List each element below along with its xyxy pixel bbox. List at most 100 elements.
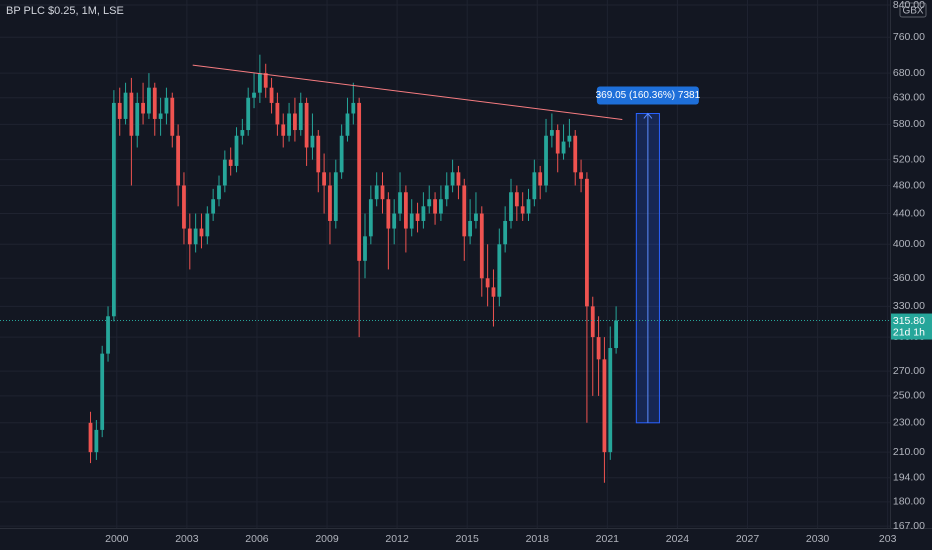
y-tick-label: 270.00 [893,365,925,377]
x-tick-label: 2021 [596,533,620,545]
candle-body [409,213,414,229]
measure-label-box [596,86,699,105]
measure-arrow [643,112,653,423]
candle-body [561,141,566,154]
x-tick-label: 2003 [175,533,199,545]
candle-body [450,172,455,186]
x-tick-label: 2012 [385,533,409,545]
candle-body [123,92,128,119]
x-tick-label: 2027 [736,533,760,545]
candle-body [176,135,181,186]
candle-body [497,244,502,297]
candle-body [333,172,338,221]
candle-body [491,287,496,297]
candle-body [170,97,175,136]
y-tick-label: 250.00 [893,390,925,402]
candle-body [345,113,350,136]
currency-label[interactable]: GBX [902,6,923,17]
y-tick-label: 520.00 [893,153,925,165]
currency-box[interactable] [899,2,927,18]
candle-body [392,213,397,229]
y-tick-label: 840.00 [893,0,925,11]
candle-body [456,172,461,186]
candle-body [228,159,233,166]
x-tick-label: 2018 [526,533,550,545]
candle-body [106,316,110,354]
candle-body [368,199,373,237]
candle-body [403,192,408,229]
candle-body [147,87,151,114]
last-price-box [891,313,932,340]
candle-body [287,113,291,136]
candle-body [544,135,548,186]
candle-body [246,97,251,131]
candle-body [269,87,274,103]
candle-body [222,159,227,186]
candle-body [263,73,268,88]
y-tick-label: 440.00 [893,207,925,219]
candle-body [252,92,256,98]
y-tick-label: 630.00 [893,92,925,104]
candle-body [433,199,437,214]
candle-body [555,130,560,154]
candle-body [129,92,134,136]
candle-body [193,228,198,245]
candle-body [199,228,204,237]
candle-body [509,192,513,221]
candle-body [211,199,216,214]
x-tick-label: 2015 [456,533,480,545]
candle-body [474,213,478,221]
candle-body [514,192,519,207]
candle-body [234,135,239,166]
candle-body [363,236,367,261]
candle-body [281,124,286,136]
candle-body [304,102,309,148]
candle-body [182,185,186,229]
x-tick-label: 2000 [105,533,129,545]
candle-body [503,220,508,245]
candle-body [421,206,426,221]
last-price-label: 315.80 [893,315,925,327]
x-tick-label: 2030 [806,533,830,545]
x-tick-label: 2006 [245,533,269,545]
trend-line [192,64,623,120]
candle-body [573,135,578,173]
candle-body [351,102,356,114]
candle-body [538,172,543,186]
candle-body [590,306,595,338]
y-tick-label: 330.00 [893,300,925,312]
y-tick-label: 180.00 [893,496,925,508]
y-tick-label: 230.00 [893,417,925,429]
y-tick-label: 400.00 [893,238,925,250]
candle-body [275,102,280,125]
candle-body [293,113,297,131]
y-tick-label: 580.00 [893,118,925,130]
candle-body [585,178,589,307]
candle-body [117,102,122,119]
candle-body [520,206,525,214]
candle-body [316,135,321,173]
y-tick-label: 167.00 [893,520,925,532]
candle-body [141,102,145,114]
candle-body [94,429,99,453]
y-tick-label: 480.00 [893,179,925,191]
candle-body [608,348,613,453]
candle-body [415,213,420,221]
candle-body [187,228,192,245]
axes [0,0,932,529]
candle-body [602,359,607,453]
countdown-label: 21d 1h [893,326,925,338]
candle-body [614,320,619,349]
candle-body [374,185,379,200]
candle-body [111,102,116,317]
candle-body [217,185,221,200]
chart-title: BP PLC $0.25, 1M, LSE [6,5,124,17]
candle-body [479,213,484,279]
candle-body [205,213,210,237]
candle-body [310,135,315,148]
candle-body [298,102,303,131]
candle-body [462,185,467,237]
candle-body [158,113,163,119]
